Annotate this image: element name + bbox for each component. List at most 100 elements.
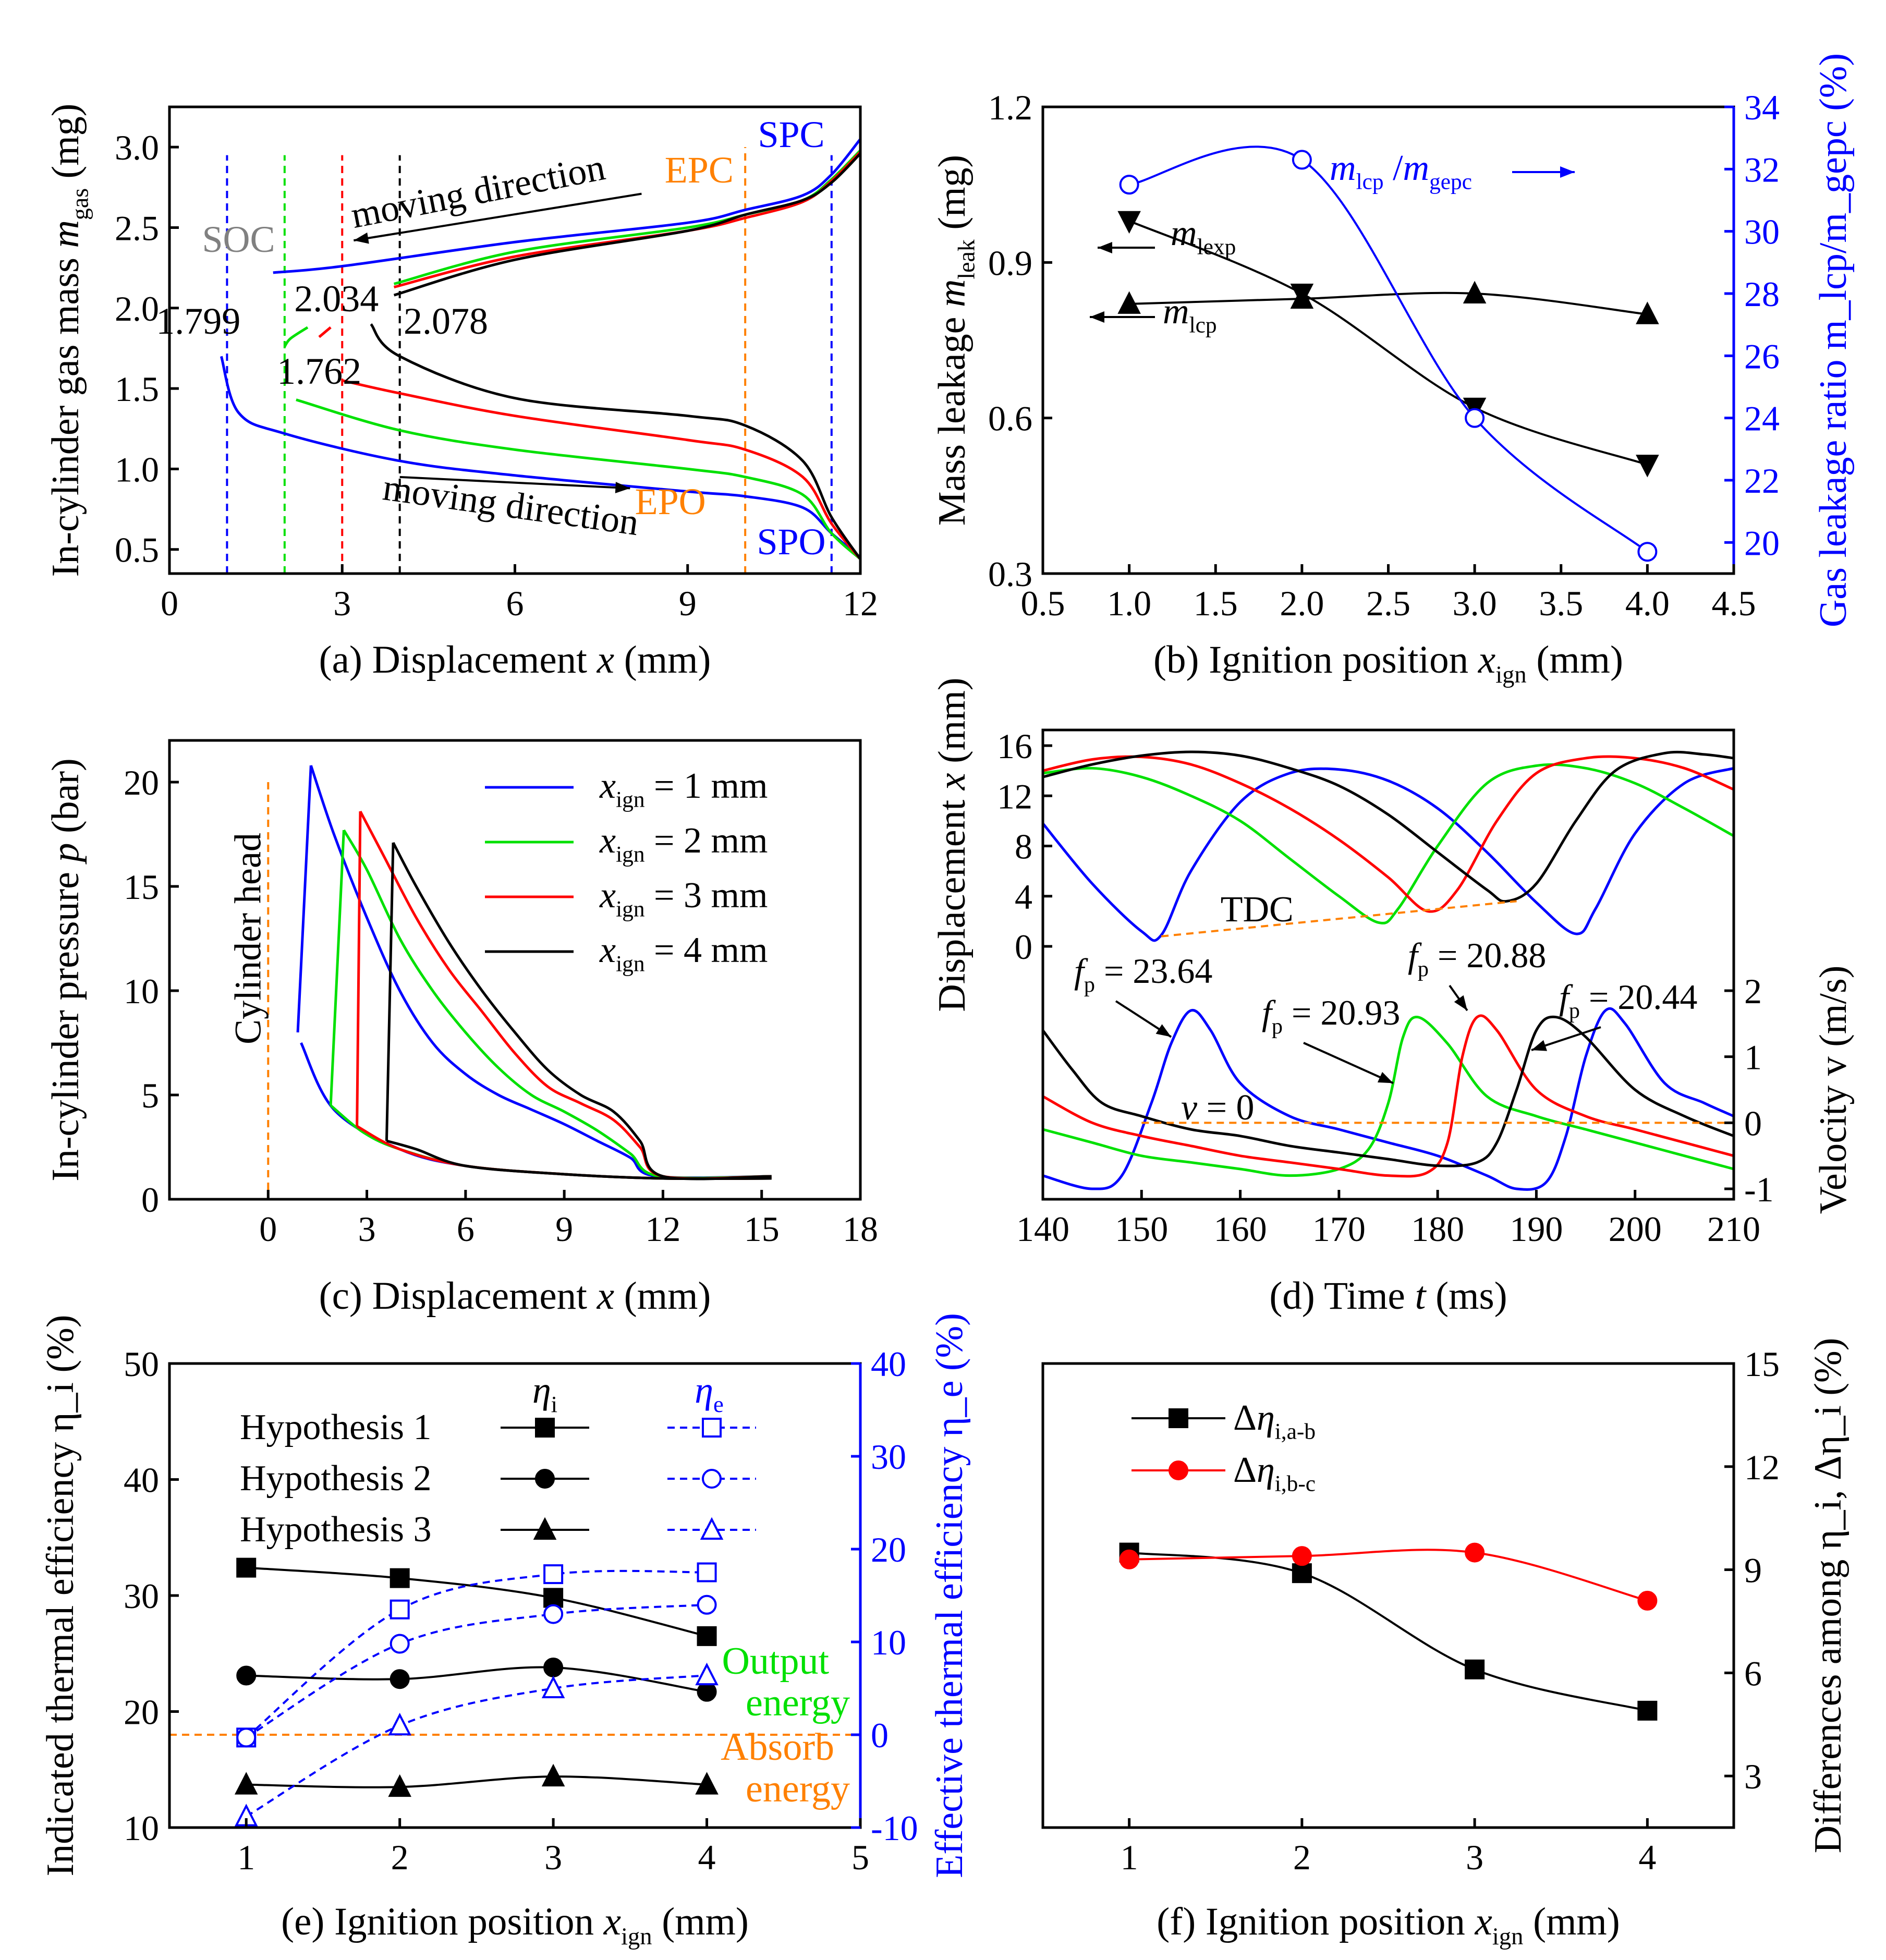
data-point — [390, 1599, 410, 1620]
legend-marker — [533, 1517, 557, 1540]
y-axis-label: In-cylinder pressure p (bar) — [44, 758, 87, 1182]
text-span: x — [597, 1274, 614, 1318]
y-tick-label: 20 — [124, 763, 159, 802]
direction-arrow-head — [354, 232, 369, 244]
text-span: η — [1257, 1398, 1275, 1438]
fp-arrow-head — [1454, 995, 1467, 1011]
text-span: t — [1415, 1274, 1427, 1318]
y-tick-label: 30 — [1744, 212, 1780, 252]
y-tick-label: 26 — [1744, 336, 1780, 376]
text-span: leak — [953, 239, 980, 279]
chart-caption: (d) Time t (ms) — [1269, 1274, 1507, 1318]
text-span: η — [1257, 1450, 1275, 1490]
text-span: m — [1171, 213, 1197, 253]
y-tick-label: 40 — [124, 1460, 159, 1500]
x-tick-label: 4 — [1638, 1837, 1656, 1877]
y-tick-label: 0 — [1744, 1103, 1762, 1143]
text-span: = 2 mm — [645, 821, 768, 861]
fp-label: fp = 20.93 — [1262, 993, 1400, 1039]
text-span: p — [1084, 972, 1095, 997]
data-point — [1463, 281, 1487, 303]
series-line — [370, 323, 862, 560]
data-point — [1119, 1549, 1139, 1569]
text-span: m — [931, 279, 974, 307]
direction-arrow — [399, 476, 630, 490]
text-span: i,a-b — [1275, 1419, 1316, 1444]
x-tick-label: 160 — [1214, 1209, 1267, 1249]
series-line — [342, 379, 861, 560]
velocity-line — [1042, 1007, 1735, 1191]
legend-label: mlcp — [1163, 291, 1217, 338]
text-span: Mass leakage — [931, 307, 974, 526]
text-span: lcp — [1356, 169, 1384, 194]
text-span: x — [599, 930, 616, 970]
x-tick-label: 3 — [1466, 1837, 1483, 1877]
y-tick-label: 12 — [1744, 1447, 1780, 1487]
legend-marker — [535, 1418, 555, 1438]
x-tick-label: 3.5 — [1539, 583, 1583, 623]
y-tick-label: 0.6 — [988, 399, 1032, 439]
legend-label: Δηi,a-b — [1233, 1398, 1316, 1444]
series-line — [356, 811, 362, 1127]
annotation: SPO — [757, 521, 825, 563]
y-tick-label: 1 — [1744, 1038, 1762, 1077]
text-span: = 1 mm — [645, 766, 768, 806]
series-line — [296, 765, 312, 1033]
text-span: (mm) — [1527, 638, 1623, 681]
x-tick-label: 180 — [1411, 1209, 1464, 1249]
chart-caption: (c) Displacement x (mm) — [319, 1274, 711, 1318]
text-span: (mm) — [931, 677, 974, 773]
x-tick-label: 1.0 — [1107, 583, 1151, 623]
y-tick-label: 0 — [1015, 927, 1032, 967]
text-span: e — [713, 1391, 724, 1417]
y-tick-label: 20 — [871, 1530, 906, 1569]
fp-arrow-head — [1155, 1024, 1172, 1037]
velocity-line — [1042, 1016, 1734, 1177]
legend-label: mlexp — [1171, 213, 1236, 260]
text-span: m — [1163, 291, 1189, 332]
text-span: x — [599, 875, 616, 916]
x-tick-label: 140 — [1016, 1209, 1069, 1249]
x-tick-label: 2 — [1293, 1837, 1311, 1877]
series-line — [329, 830, 345, 1106]
text-span: (d) Time — [1269, 1274, 1415, 1318]
y-tick-label: 10 — [124, 971, 159, 1011]
y-tick-label: 22 — [1744, 461, 1780, 501]
velocity-line — [1042, 1014, 1734, 1178]
text-span: ign — [616, 787, 645, 812]
y-tick-label: 8 — [1015, 827, 1032, 867]
x-tick-label: 1 — [1121, 1837, 1138, 1877]
chart-caption: (e) Ignition position xign (mm) — [281, 1900, 749, 1950]
data-point — [236, 1727, 257, 1748]
text-span: (bar) — [44, 758, 87, 843]
x-tick-label: 4.0 — [1625, 583, 1670, 623]
y-tick-label: 10 — [871, 1623, 906, 1662]
legend-arrow-head — [1560, 166, 1575, 178]
data-point — [1117, 291, 1141, 314]
text-span: η — [695, 1369, 713, 1411]
legend-marker — [1169, 1408, 1188, 1428]
y-tick-label: 15 — [1744, 1344, 1780, 1384]
chart-caption: (b) Ignition position xign (mm) — [1153, 638, 1623, 688]
plot-frame — [1041, 728, 1735, 1201]
data-point — [1290, 286, 1314, 309]
series-line — [393, 152, 861, 297]
direction-arrow-head — [615, 482, 630, 494]
data-point — [390, 1669, 410, 1689]
text-span: x — [597, 638, 614, 681]
data-point — [236, 1557, 257, 1578]
x-tick-label: 1.5 — [1194, 583, 1238, 623]
series-line — [318, 326, 332, 338]
text-span: ign — [1492, 1924, 1523, 1950]
text-span: gas — [67, 188, 93, 220]
x-tick-label: 18 — [843, 1209, 878, 1249]
series-line — [392, 842, 772, 1180]
x-tick-label: 0.5 — [1021, 583, 1065, 623]
series-line — [220, 356, 861, 559]
y-tick-label: 0.9 — [988, 243, 1032, 283]
y-axis-label: In-cylinder gas mass mgas (mg) — [44, 104, 93, 577]
x-tick-label: 1 — [237, 1837, 255, 1877]
annotation: Output — [722, 1640, 829, 1683]
text-span: x — [1475, 1900, 1492, 1943]
data-point — [695, 1662, 719, 1686]
